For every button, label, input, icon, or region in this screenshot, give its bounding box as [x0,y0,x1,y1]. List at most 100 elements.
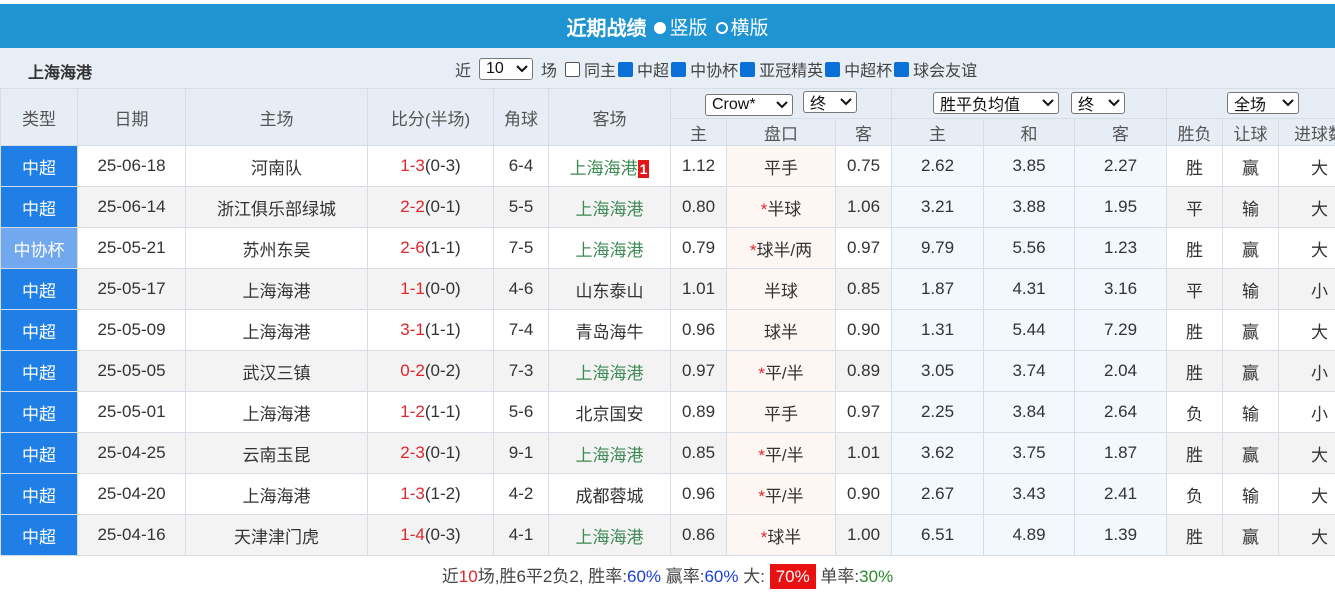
outcome: 平 [1166,268,1224,310]
euro-odds: 2.27 [1073,145,1168,187]
checkbox[interactable] [565,61,581,77]
asian-away-odds: 0.97 [835,227,892,269]
summary: 近10场,胜6平2负2, 胜率:60% 赢率:60% 大: 70% 单率:30% [0,562,1335,589]
outcome: 大 [1278,514,1335,556]
euro-odds: 9.79 [891,227,984,269]
checkbox-label[interactable]: 球会友谊 [913,63,978,80]
asian-home-odds: 0.85 [670,432,727,474]
half-score: (1-1) [424,238,461,257]
home-team: 武汉三镇 [185,350,368,392]
radio-label[interactable]: 横版 [730,17,769,39]
checkbox-label[interactable]: 中超杯 [844,63,893,80]
match-type: 中超 [0,514,78,556]
euro-odds: 5.56 [983,227,1075,269]
asian-away-odds: 1.00 [835,514,892,556]
title: 近期战绩 [566,17,647,40]
dropdown[interactable]: Crow* [705,94,793,116]
dropdown[interactable]: 全场 [1227,92,1300,114]
corners: 6-4 [493,145,549,187]
half-score: (1-1) [424,402,461,421]
outcome: 输 [1222,473,1280,515]
radio-label[interactable]: 竖版 [669,17,708,39]
handicap-mark: * [760,199,768,219]
asian-home-odds: 0.97 [670,350,727,392]
dropdown[interactable]: 终 [803,91,857,113]
checkbox[interactable] [825,61,841,77]
toolbar: 上海海港 近 10 场 同主 中超 中协杯 亚冠精英 中超杯 球会友谊 [0,48,1335,88]
outcome: 小 [1278,391,1335,433]
match-date: 25-04-25 [77,432,186,474]
summary-part: 30% [859,567,894,586]
checkbox-label[interactable]: 亚冠精英 [759,63,824,80]
outcome: 小 [1278,350,1335,392]
euro-odds: 3.74 [983,350,1075,392]
checkbox[interactable] [740,61,756,77]
match-row: 中超 25-05-01 上海海港 1-2(1-1) 5-6 北京国安 0.89 平手 0.97 2… [0,391,1335,433]
euro-odds: 3.21 [891,186,984,228]
checkbox-label[interactable]: 同主 [584,63,617,80]
outcome: 负 [1166,391,1224,433]
checkbox-label[interactable]: 中超 [637,63,670,80]
euro-odds: 3.85 [983,145,1075,187]
away-team: 上海海港 [548,227,671,269]
score: 2-3(0-1) [367,432,494,474]
match-row: 中超 25-06-18 河南队 1-3(0-3) 6-4 上海海港 1 1.12 平手 0.75 2… [0,145,1335,187]
handicap-line: 平/半 [764,486,804,506]
outcome: 大 [1278,473,1335,515]
asian-away-odds: 0.89 [835,350,892,392]
handicap: 半球 [726,268,836,310]
dropdown-value: 胜平负均值 [940,97,1021,114]
match-type: 中超 [0,350,78,392]
subcolumn-header: 主 [891,118,984,146]
match-type: 中超 [0,268,78,310]
radio-button[interactable] [654,22,667,35]
score: 1-2(1-1) [367,391,494,433]
outcome: 大 [1278,145,1335,187]
corners: 7-3 [493,350,549,392]
handicap: *球半 [726,514,836,556]
dropdown-arrow [1042,99,1054,107]
corners: 4-6 [493,268,549,310]
handicap: 球半 [726,309,836,351]
title-bar: 近期战绩 竖版 横版 [0,4,1335,48]
dropdown[interactable]: 终 [1071,92,1125,114]
match-row: 中超 25-05-17 上海海港 1-1(0-0) 4-6 山东泰山 1.01 半球 0.85 1… [0,268,1335,310]
match-date: 25-05-21 [77,227,186,269]
dropdown-value: 终 [1078,97,1095,114]
full-score: 0-2 [400,361,425,380]
outcome: 胜 [1166,432,1224,474]
summary-part: 近 [441,567,459,586]
asian-away-odds: 1.06 [835,186,892,228]
dropdown[interactable]: 胜平负均值 [933,92,1059,114]
away-team: 上海海港 [548,432,671,474]
outcome: 赢 [1222,514,1280,556]
euro-odds: 4.31 [983,268,1075,310]
match-date: 25-04-20 [77,473,186,515]
away-name: 上海海港 [575,363,644,383]
handicap: 平手 [726,145,836,187]
summary-part: 70% [769,564,816,589]
handicap-line: 平手 [764,404,798,424]
dropdown[interactable]: 10 [479,58,534,80]
radio-button[interactable] [715,22,728,35]
checkbox[interactable] [618,61,634,77]
outcome: 赢 [1222,309,1280,351]
away-team: 上海海港 [548,350,671,392]
checkbox[interactable] [671,61,687,77]
asian-away-odds: 0.85 [835,268,892,310]
outcome: 赢 [1222,145,1280,187]
away-team: 北京国安 [548,391,671,433]
checkbox[interactable] [894,61,910,77]
asian-away-odds: 0.90 [835,309,892,351]
outcome: 胜 [1166,350,1224,392]
match-date: 25-05-17 [77,268,186,310]
dropdown-value: Crow* [712,96,756,113]
team-name: 上海海港 [28,65,93,82]
half-score: (0-0) [424,279,461,298]
column-header: 客场 [548,88,671,146]
outcome: 输 [1222,268,1280,310]
dropdown-arrow [776,101,788,109]
unit-label: 场 [541,63,558,80]
score: 3-1(1-1) [367,309,494,351]
checkbox-label[interactable]: 中协杯 [690,63,739,80]
